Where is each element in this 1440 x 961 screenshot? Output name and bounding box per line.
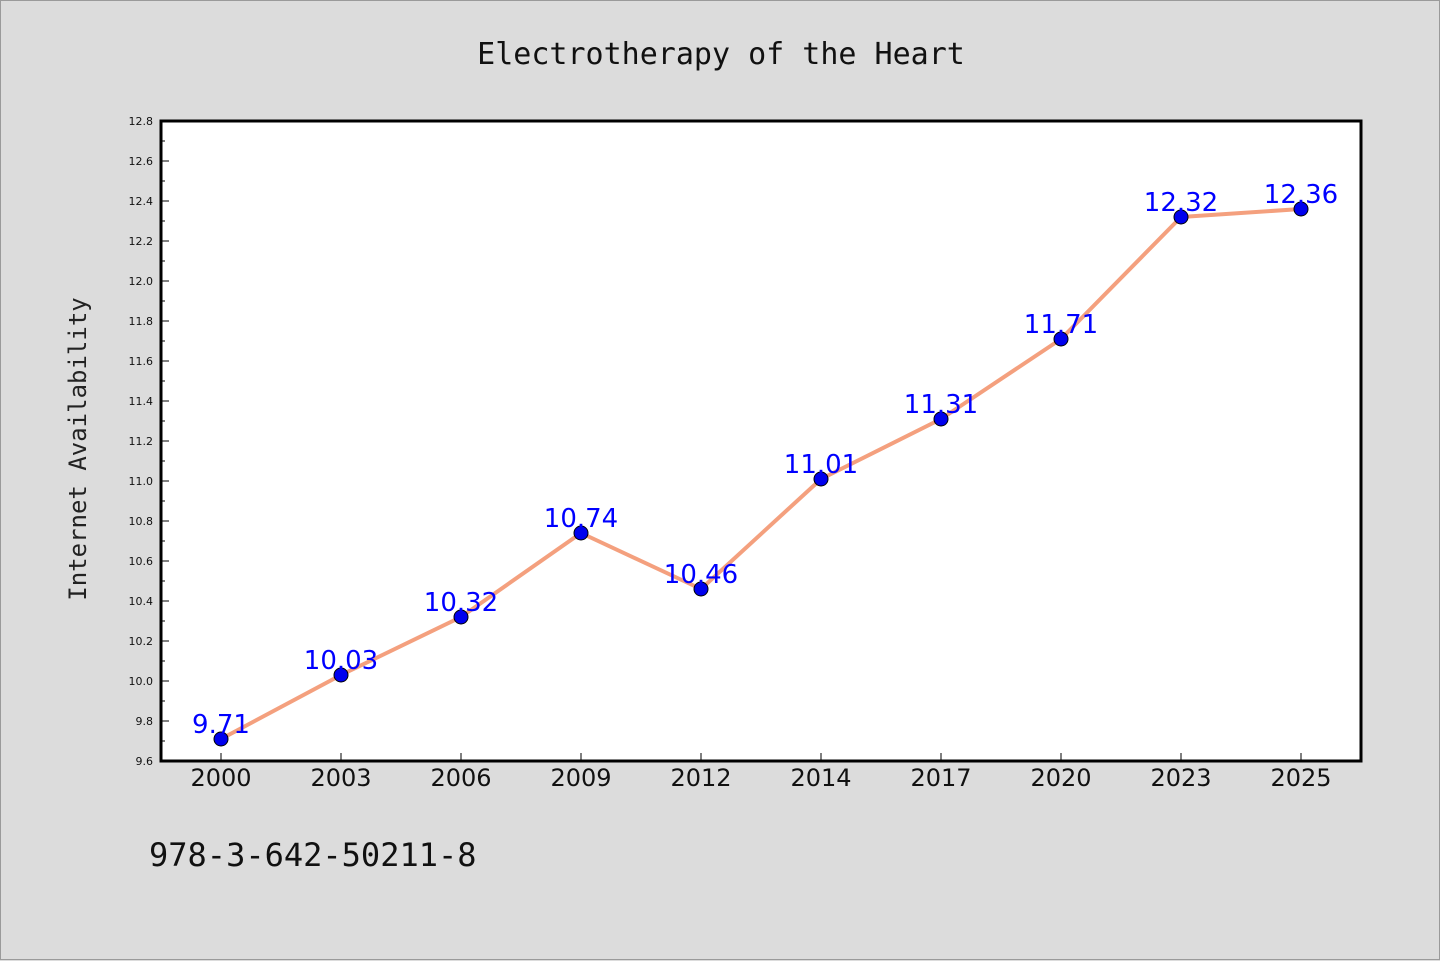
data-label: 10.46 [664, 560, 738, 590]
x-tick-label: 2009 [550, 764, 611, 792]
data-point [1293, 201, 1309, 217]
data-point [453, 609, 469, 625]
data-label: 12.32 [1144, 188, 1218, 218]
data-label: 11.01 [784, 450, 858, 480]
chart-title: Electrotherapy of the Heart [477, 37, 965, 72]
y-tick-label: 11.2 [129, 435, 154, 448]
data-point [333, 667, 349, 683]
data-point [573, 525, 589, 541]
data-label: 9.71 [192, 710, 250, 740]
series-line [220, 207, 1302, 741]
y-axis-label: Internet Availability [64, 297, 92, 600]
x-tick-label: 2025 [1270, 764, 1331, 792]
y-tick-label: 11.8 [129, 315, 154, 328]
y-tick-label: 11.6 [129, 355, 154, 368]
plot-area [159, 119, 1363, 763]
x-tick-label: 2020 [1030, 764, 1091, 792]
y-tick-label: 10.8 [129, 515, 154, 528]
y-tick-label: 11.4 [129, 395, 154, 408]
y-tick-label: 11.0 [129, 475, 154, 488]
x-tick-label: 2014 [790, 764, 851, 792]
data-point [1053, 331, 1069, 347]
y-tick-label: 12.0 [129, 275, 154, 288]
y-tick-label: 12.4 [129, 195, 154, 208]
data-label: 11.31 [904, 390, 978, 420]
data-label: 10.03 [304, 646, 378, 676]
y-tick-label: 10.6 [129, 555, 154, 568]
x-tick-label: 2012 [670, 764, 731, 792]
data-point [213, 731, 229, 747]
data-point [1173, 209, 1189, 225]
data-label: 12.36 [1264, 180, 1338, 210]
data-labels-group: 9.71 10.03 10.32 10.74 10.46 11.01 11.31 11.71 1… [192, 180, 1338, 740]
data-label: 11.71 [1024, 310, 1098, 340]
data-point [813, 471, 829, 487]
series-markers-group [213, 201, 1309, 747]
x-tick-label: 2017 [910, 764, 971, 792]
series-line-group [220, 207, 1302, 741]
y-tick-label: 10.4 [129, 595, 154, 608]
y-tick-label: 12.8 [129, 115, 154, 128]
y-tick-label: 12.6 [129, 155, 154, 168]
x-tick-label: 2000 [190, 764, 251, 792]
y-tick-label: 9.8 [136, 715, 154, 728]
y-tick-label: 10.2 [129, 635, 154, 648]
y-tick-label: 10.0 [129, 675, 154, 688]
footer-code: 978-3-642-50211-8 [149, 836, 477, 874]
y-axis: 9.6 9.8 10.0 10.2 10.4 10.6 10.8 11.0 11.2 11.4 11… [129, 115, 169, 768]
x-tick-label: 2003 [310, 764, 371, 792]
x-tick-label: 2023 [1150, 764, 1211, 792]
data-point [693, 581, 709, 597]
y-tick-label: 12.2 [129, 235, 154, 248]
x-axis: 2000 2003 2006 2009 2012 2014 2017 2020 2023 2025 [190, 753, 1332, 792]
data-point [933, 411, 949, 427]
x-tick-label: 2006 [430, 764, 491, 792]
data-label: 10.32 [424, 588, 498, 618]
data-label: 10.74 [544, 504, 618, 534]
y-tick-label: 9.6 [136, 755, 154, 768]
